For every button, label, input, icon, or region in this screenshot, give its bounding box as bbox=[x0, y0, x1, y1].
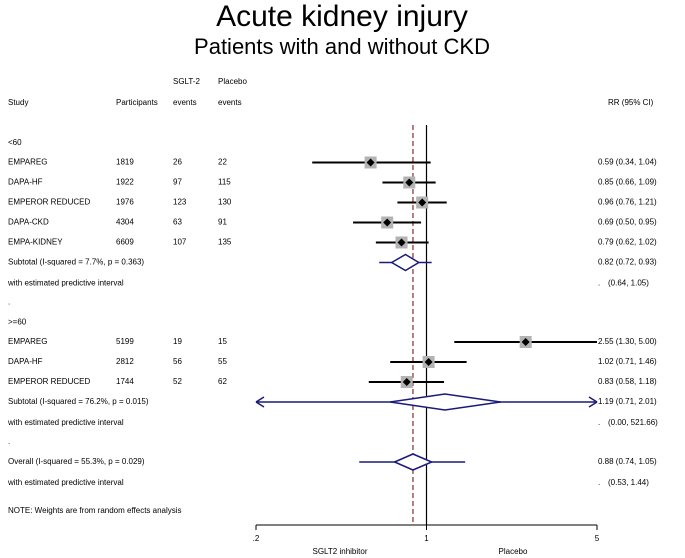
point-estimate bbox=[418, 198, 427, 207]
pooled-diamond bbox=[390, 253, 421, 272]
x-tick-label: 5 bbox=[595, 534, 600, 543]
point-estimate bbox=[383, 218, 392, 227]
pooled-diamond bbox=[390, 393, 501, 411]
point-estimate bbox=[366, 158, 375, 167]
row-label: with estimated predictive interval bbox=[7, 478, 124, 487]
participants: 2812 bbox=[116, 357, 134, 366]
events: 62 bbox=[218, 377, 227, 386]
point-estimate bbox=[405, 178, 414, 187]
note: NOTE: Weights are from random effects an… bbox=[8, 506, 182, 515]
clip-arrow bbox=[588, 396, 598, 408]
participants: 1744 bbox=[116, 377, 134, 386]
events: 22 bbox=[218, 158, 227, 167]
events: 19 bbox=[173, 337, 182, 346]
participants: 5199 bbox=[116, 337, 134, 346]
row-label: Overall (I-squared = 55.3%, p = 0.029) bbox=[8, 457, 145, 466]
ci-label: 0.88 (0.74, 1.05) bbox=[598, 457, 657, 466]
study-name: EMPEROR REDUCED bbox=[8, 198, 90, 207]
point-estimate bbox=[402, 378, 411, 386]
events: 135 bbox=[218, 238, 232, 247]
x-axis-label: SGLT2 inhibitor bbox=[313, 547, 368, 556]
events: 56 bbox=[173, 357, 182, 366]
row-label: Subtotal (I-squared = 7.7%, p = 0.363) bbox=[8, 258, 144, 267]
ci-label: 0.83 (0.58, 1.18) bbox=[598, 377, 657, 386]
column-header: Placebo bbox=[218, 77, 247, 86]
pi-dot: . bbox=[598, 478, 600, 487]
clip-arrow bbox=[255, 396, 265, 408]
spacer-dot: . bbox=[8, 437, 10, 446]
events: 15 bbox=[218, 337, 227, 346]
events: 123 bbox=[173, 198, 187, 207]
row-label: Subtotal (I-squared = 76.2%, p = 0.015) bbox=[8, 397, 149, 406]
x-tick-label: 1 bbox=[424, 534, 429, 543]
x-axis-label: Placebo bbox=[499, 547, 528, 556]
study-name: DAPA-HF bbox=[8, 178, 43, 187]
ci-label: (0.64, 1.05) bbox=[608, 279, 649, 288]
participants: 1976 bbox=[116, 198, 134, 207]
x-tick-label: .2 bbox=[253, 534, 260, 543]
events: 130 bbox=[218, 198, 232, 207]
column-header: events bbox=[218, 98, 242, 107]
events: 91 bbox=[218, 218, 227, 227]
events: 97 bbox=[173, 178, 182, 187]
ci-label: 1.19 (0.71, 2.01) bbox=[598, 397, 657, 406]
ci-label: 0.59 (0.34, 1.04) bbox=[598, 158, 657, 167]
participants: 1922 bbox=[116, 178, 134, 187]
events: 26 bbox=[173, 158, 182, 167]
pi-dot: . bbox=[598, 418, 600, 427]
group-label: <60 bbox=[8, 138, 22, 147]
ci-label: (0.00, 521.66) bbox=[608, 418, 658, 427]
ci-label: 0.79 (0.62, 1.02) bbox=[598, 238, 657, 247]
ci-label: 1.02 (0.71, 1.46) bbox=[598, 357, 657, 366]
study-name: EMPAREG bbox=[8, 158, 47, 167]
chart-title: Acute kidney injury bbox=[216, 0, 468, 33]
ci-label: 0.82 (0.72, 0.93) bbox=[598, 258, 657, 267]
point-estimate bbox=[521, 338, 530, 346]
study-name: DAPA-HF bbox=[8, 357, 43, 366]
events: 115 bbox=[218, 178, 231, 187]
spacer-dot: . bbox=[8, 298, 10, 307]
events: 107 bbox=[173, 238, 187, 247]
column-header: Participants bbox=[116, 98, 158, 107]
ci-label: (0.53, 1.44) bbox=[608, 478, 649, 487]
row-label: with estimated predictive interval bbox=[7, 279, 124, 288]
chart-subtitle: Patients with and without CKD bbox=[194, 34, 490, 59]
study-name: EMPA-KIDNEY bbox=[8, 238, 63, 247]
row-label: with estimated predictive interval bbox=[7, 418, 124, 427]
participants: 6609 bbox=[116, 238, 134, 247]
events: 63 bbox=[173, 218, 182, 227]
pooled-diamond bbox=[392, 453, 434, 471]
participants: 4304 bbox=[116, 218, 134, 227]
study-name: EMPAREG bbox=[8, 337, 47, 346]
point-estimate bbox=[397, 238, 406, 247]
column-header: SGLT-2 bbox=[173, 77, 201, 86]
participants: 1819 bbox=[116, 158, 134, 167]
events: 52 bbox=[173, 377, 182, 386]
ci-label: 0.69 (0.50, 0.95) bbox=[598, 218, 657, 227]
column-header: RR (95% CI) bbox=[608, 98, 654, 107]
ci-label: 0.85 (0.66, 1.09) bbox=[598, 178, 657, 187]
study-name: DAPA-CKD bbox=[8, 218, 49, 227]
point-estimate bbox=[424, 358, 433, 366]
events: 55 bbox=[218, 357, 227, 366]
ci-label: 0.96 (0.76, 1.21) bbox=[598, 198, 657, 207]
group-label: >=60 bbox=[8, 318, 27, 327]
column-header: Study bbox=[8, 98, 28, 107]
column-header: events bbox=[173, 98, 197, 107]
ci-label: 2.55 (1.30, 5.00) bbox=[598, 337, 657, 346]
pi-dot: . bbox=[598, 279, 600, 288]
study-name: EMPEROR REDUCED bbox=[8, 377, 90, 386]
